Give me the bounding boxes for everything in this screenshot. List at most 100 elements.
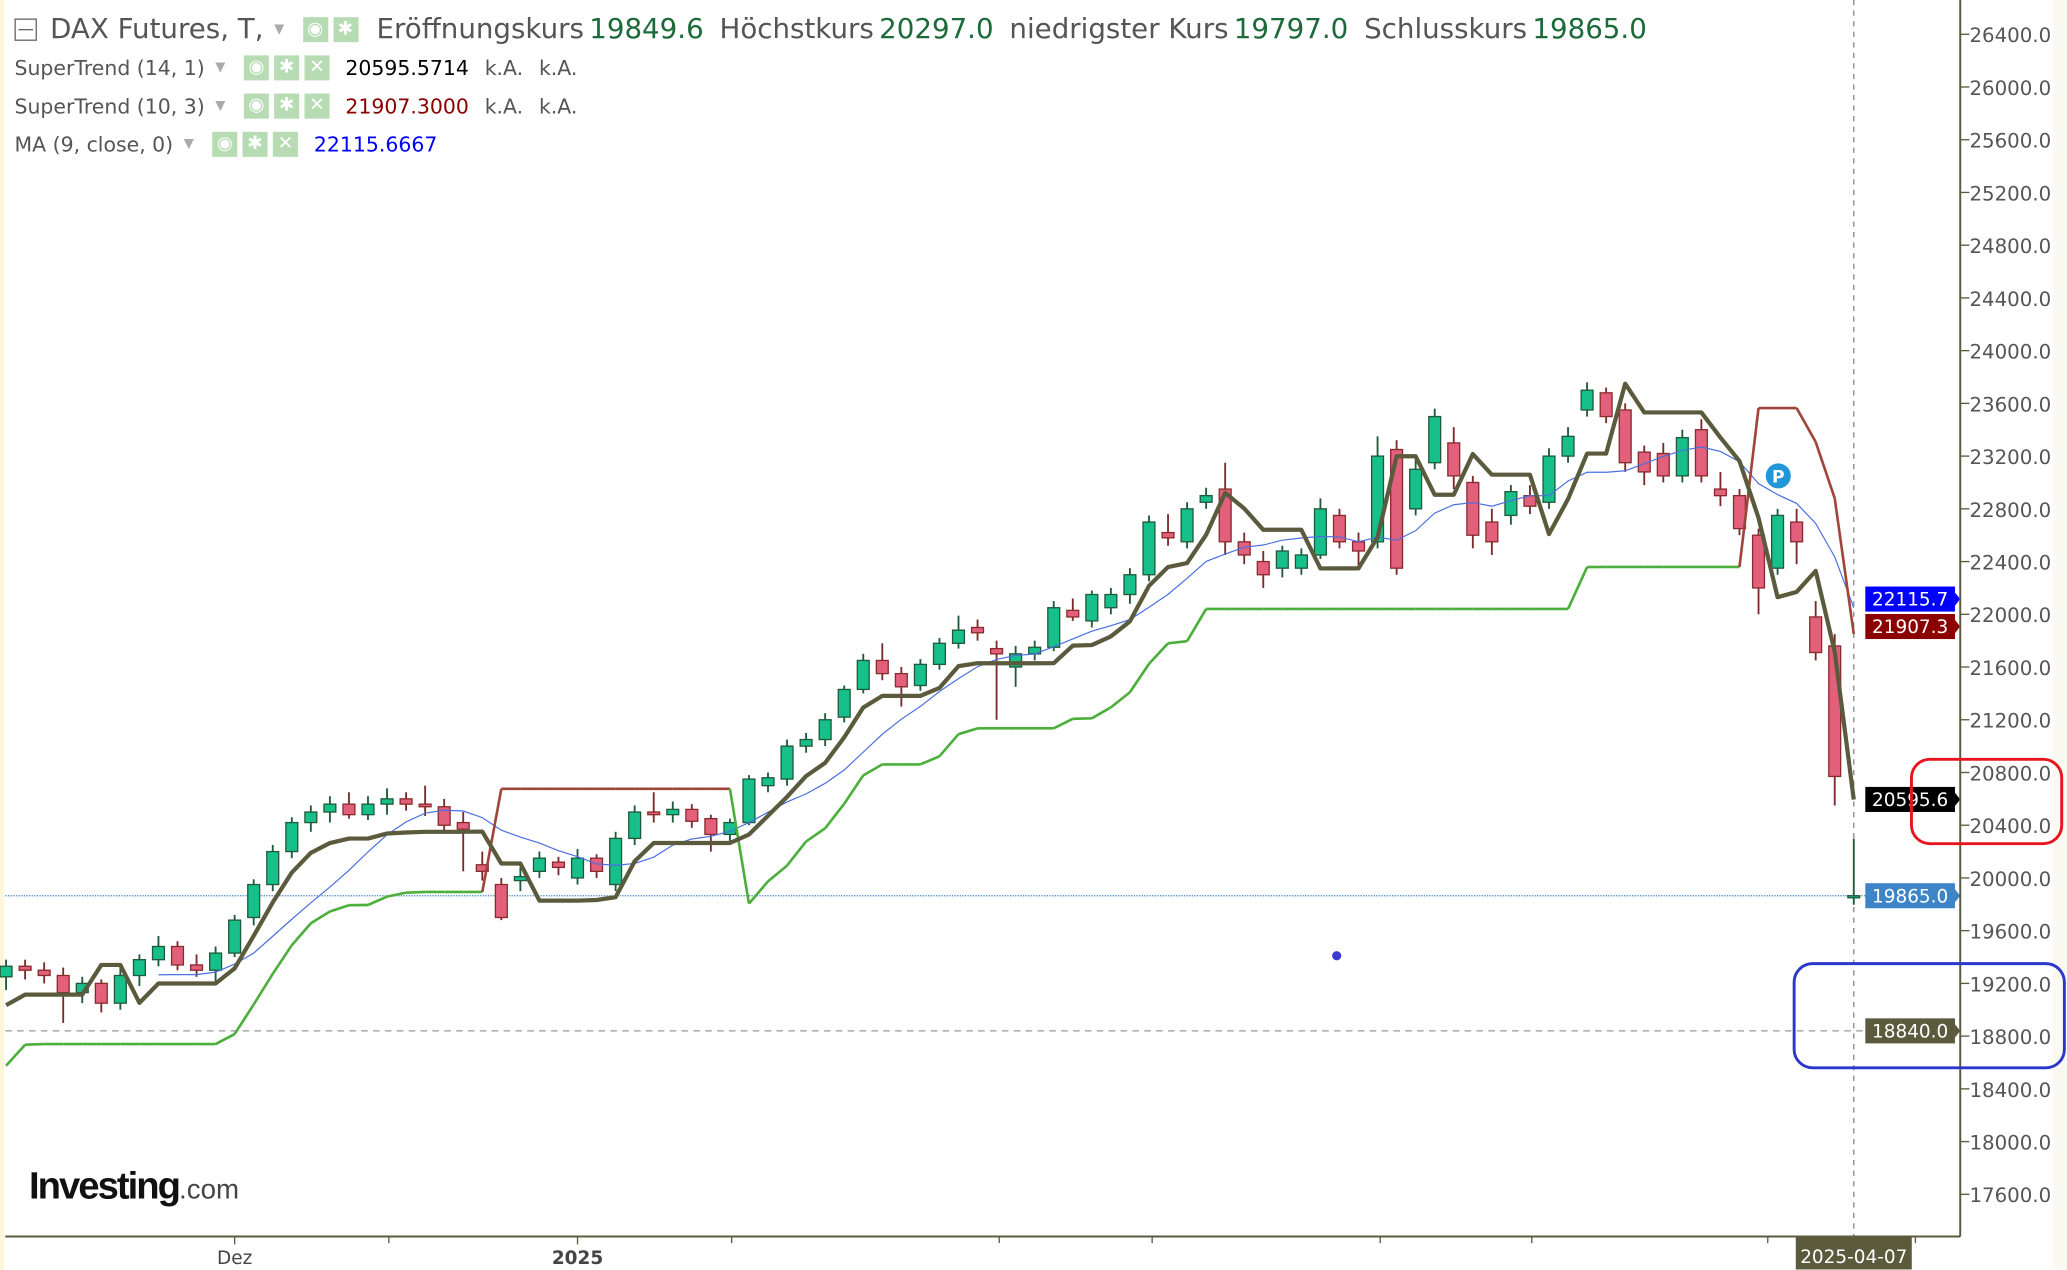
candle-2025-03-10[interactable] [1466, 475, 1480, 549]
candle-2024-12-19[interactable] [475, 851, 489, 881]
candle-2025-01-15[interactable] [742, 775, 756, 826]
chevron-down-icon[interactable]: ▼ [274, 21, 285, 37]
candle-2024-11-22[interactable] [113, 966, 127, 1010]
candle-2025-02-21[interactable] [1256, 551, 1270, 588]
candle-2024-12-12[interactable] [380, 788, 394, 815]
candle-2025-02-12[interactable] [1123, 568, 1137, 604]
eye-icon[interactable]: ◉ [212, 131, 238, 157]
investing-logo[interactable]: Investing.com [29, 1165, 240, 1208]
candle-2025-01-16[interactable] [761, 772, 775, 793]
candle-2025-01-21[interactable] [818, 713, 832, 747]
candle-2025-04-02[interactable] [1790, 508, 1804, 565]
candle-2025-02-11[interactable] [1104, 587, 1118, 615]
candle-2025-01-13[interactable] [704, 814, 718, 852]
highlight-blue-box[interactable] [1792, 962, 2066, 1070]
candle-2025-02-05[interactable] [1028, 640, 1042, 661]
candle-2025-02-26[interactable] [1313, 498, 1328, 559]
collapse-icon[interactable] [14, 17, 37, 41]
candle-2025-02-19[interactable] [1218, 462, 1232, 555]
candle-2024-11-25[interactable] [132, 954, 146, 987]
candle-2025-02-24[interactable] [1275, 545, 1289, 578]
candle-2025-03-14[interactable] [1542, 448, 1556, 509]
candle-2025-02-10[interactable] [1085, 590, 1099, 628]
candle-2024-11-14[interactable] [0, 959, 13, 990]
candle-2024-12-10[interactable] [342, 792, 356, 819]
gear-icon[interactable]: ✱ [274, 55, 300, 81]
candle-2024-11-15[interactable] [18, 959, 32, 980]
candle-2025-03-25[interactable] [1675, 429, 1689, 483]
candle-2025-03-18[interactable] [1580, 382, 1594, 417]
candle-2024-12-03[interactable] [247, 879, 261, 926]
candle-2025-01-29[interactable] [932, 638, 947, 670]
candle-2025-02-06[interactable] [1047, 601, 1061, 652]
candle-2024-11-27[interactable] [170, 941, 185, 971]
drawing-dot[interactable] [1332, 951, 1342, 961]
candle-2025-03-20[interactable] [1618, 403, 1632, 472]
eye-icon[interactable]: ◉ [302, 16, 328, 42]
candle-2025-03-17[interactable] [1561, 427, 1575, 463]
close-icon[interactable]: ✕ [304, 93, 330, 119]
candle-2024-12-17[interactable] [437, 798, 451, 834]
candle-2025-01-06[interactable] [609, 831, 623, 892]
candle-2025-04-03[interactable] [1809, 601, 1823, 661]
candle-2025-01-27[interactable] [894, 667, 908, 707]
candle-2025-02-07[interactable] [1066, 598, 1080, 621]
candle-2025-02-17[interactable] [1180, 502, 1194, 549]
candle-2024-12-13[interactable] [399, 792, 413, 811]
candle-2024-11-26[interactable] [151, 935, 166, 967]
candle-2025-02-13[interactable] [1142, 515, 1156, 582]
candle-2024-12-04[interactable] [266, 844, 280, 892]
candle-2024-12-18[interactable] [456, 812, 470, 872]
candle-2024-12-20[interactable] [494, 877, 508, 921]
gear-icon[interactable]: ✱ [274, 93, 300, 119]
candle-2024-12-06[interactable] [304, 805, 318, 832]
candle-2025-02-14[interactable] [1161, 514, 1175, 546]
candle-2024-11-18[interactable] [37, 962, 51, 984]
candle-2024-11-29[interactable] [209, 946, 223, 984]
candle-2025-03-26[interactable] [1694, 419, 1708, 483]
candle-2025-01-07[interactable] [628, 805, 642, 845]
candle-2025-03-11[interactable] [1485, 508, 1499, 555]
candle-2024-12-27[interactable] [532, 851, 547, 878]
candle-2025-02-18[interactable] [1199, 487, 1213, 509]
candle-2025-03-05[interactable] [1409, 458, 1423, 516]
candle-2025-01-24[interactable] [875, 643, 889, 681]
candle-2025-03-24[interactable] [1656, 442, 1670, 483]
candle-2025-01-20[interactable] [799, 732, 813, 753]
candle-2025-01-02[interactable] [570, 848, 585, 885]
eye-icon[interactable]: ◉ [243, 93, 269, 119]
candle-2024-12-02[interactable] [228, 914, 242, 958]
candle-2025-03-06[interactable] [1428, 408, 1442, 470]
candle-2024-12-05[interactable] [285, 817, 299, 859]
candle-2025-01-10[interactable] [685, 804, 699, 828]
gear-icon[interactable]: ✱ [332, 16, 359, 42]
candle-2025-02-25[interactable] [1294, 548, 1308, 575]
candle-2025-01-23[interactable] [856, 653, 870, 694]
candle-2025-02-27[interactable] [1332, 508, 1347, 549]
candle-2025-02-04[interactable] [1009, 645, 1023, 687]
candle-2025-01-09[interactable] [666, 801, 680, 823]
candle-2025-01-17[interactable] [780, 739, 794, 786]
candle-2024-11-21[interactable] [94, 979, 108, 1013]
highlight-red-box[interactable] [1909, 757, 2064, 846]
candle-2025-03-07[interactable] [1447, 427, 1461, 490]
candle-2024-12-09[interactable] [323, 796, 337, 823]
gear-icon[interactable]: ✱ [242, 131, 268, 157]
candle-2025-02-20[interactable] [1237, 532, 1251, 565]
candle-2025-01-30[interactable] [951, 615, 966, 649]
candle-2025-03-27[interactable] [1713, 471, 1728, 507]
candle-2025-03-12[interactable] [1504, 485, 1518, 525]
candle-2025-01-22[interactable] [837, 685, 851, 723]
candle-2025-03-31[interactable] [1751, 528, 1766, 615]
close-icon[interactable]: ✕ [272, 131, 299, 157]
chevron-down-icon[interactable]: ▼ [215, 98, 226, 114]
candle-2025-04-07[interactable] [1847, 838, 1861, 905]
candle-2025-01-31[interactable] [970, 619, 985, 641]
candle-2024-11-28[interactable] [189, 954, 204, 977]
candle-2025-02-03[interactable] [989, 640, 1004, 720]
candle-2025-03-19[interactable] [1599, 387, 1613, 424]
candle-2024-12-11[interactable] [361, 796, 375, 820]
chevron-down-icon[interactable]: ▼ [183, 137, 194, 152]
eye-icon[interactable]: ◉ [243, 55, 269, 81]
